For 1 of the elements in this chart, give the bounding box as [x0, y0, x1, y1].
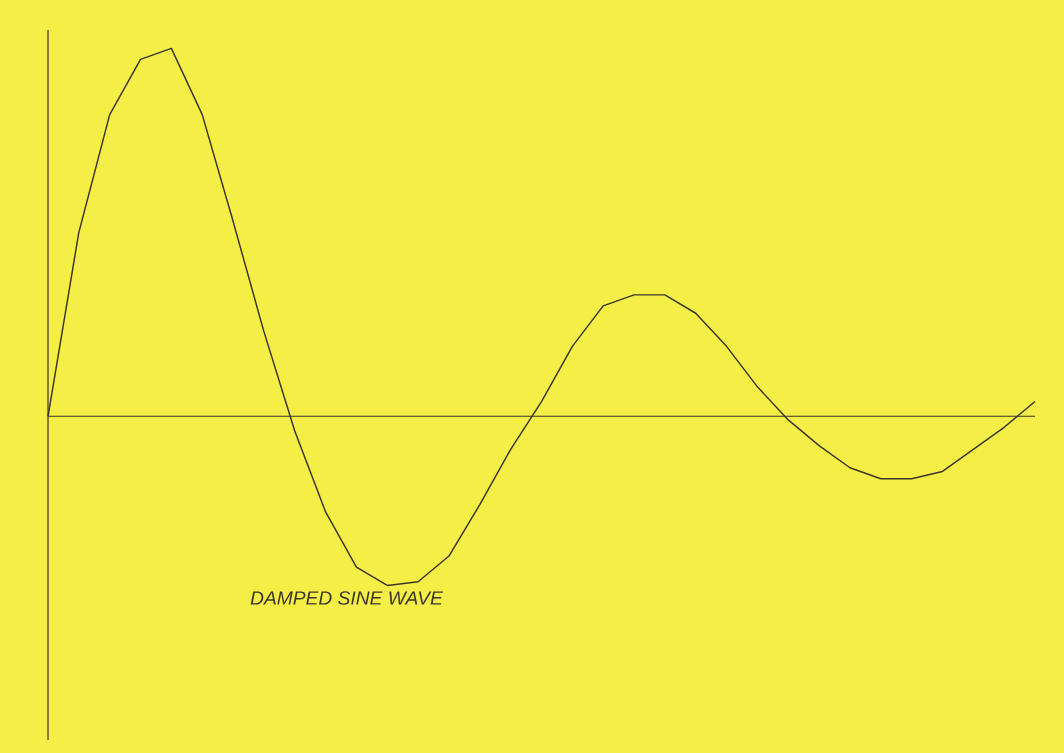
text: DAMPED SINE WAVE — [250, 591, 444, 605]
